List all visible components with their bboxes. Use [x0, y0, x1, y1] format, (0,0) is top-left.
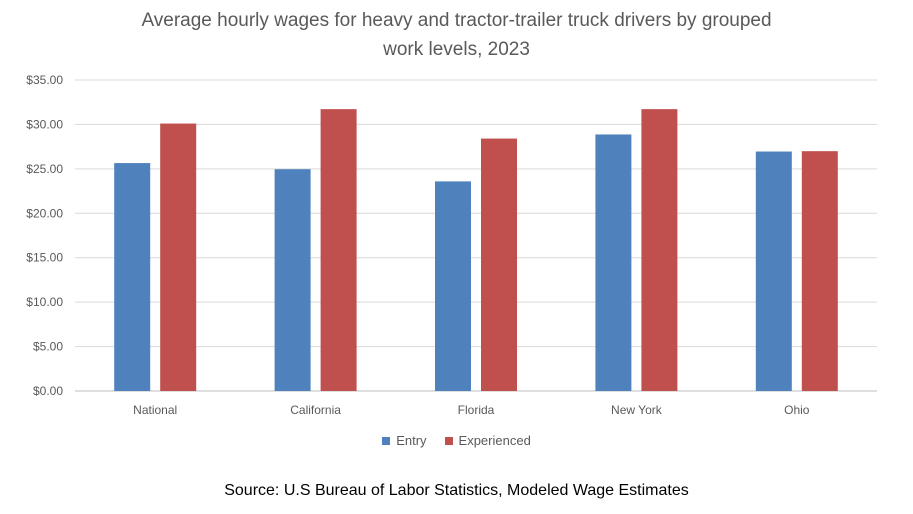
bar-experienced-new-york: [641, 109, 678, 391]
y-tick-label: $35.00: [26, 73, 63, 87]
chart-title-line-2: work levels, 2023: [383, 39, 530, 60]
bar-experienced-florida: [481, 138, 517, 391]
bar-entry-florida: [435, 181, 471, 391]
x-tick-label: California: [290, 403, 341, 417]
x-axis-labels: National California Florida New York Ohio: [133, 403, 810, 417]
chart-title-line-1: Average hourly wages for heavy and tract…: [141, 10, 772, 31]
legend-swatch-entry: [382, 436, 391, 445]
legend-label-entry: Entry: [396, 433, 427, 448]
legend-swatch-experienced: [444, 436, 453, 445]
bar-entry-national: [114, 163, 151, 391]
bar-experienced-california: [320, 109, 357, 391]
x-tick-label: Florida: [458, 403, 495, 417]
y-tick-label: $30.00: [26, 117, 63, 131]
legend-item-experienced: Experienced: [444, 433, 531, 448]
gridlines: [75, 79, 877, 392]
bar-entry-new-york: [595, 134, 632, 391]
bar-experienced-ohio: [801, 151, 838, 391]
legend-label-experienced: Experienced: [458, 433, 531, 448]
bar-experienced-national: [160, 123, 197, 391]
bar-entry-california: [274, 169, 311, 391]
x-tick-label: National: [133, 403, 177, 417]
chart-title: Average hourly wages for heavy and tract…: [0, 6, 913, 64]
legend: Entry Experienced: [0, 433, 913, 448]
y-tick-label: $10.00: [26, 295, 63, 309]
source-note: Source: U.S Bureau of Labor Statistics, …: [224, 482, 689, 499]
y-tick-label: $25.00: [26, 162, 63, 176]
bar-entry-ohio: [755, 151, 792, 391]
x-tick-label: New York: [611, 403, 663, 417]
legend-item-entry: Entry: [382, 433, 427, 448]
y-tick-label: $5.00: [33, 340, 63, 354]
y-tick-label: $20.00: [26, 206, 63, 220]
bars: [114, 109, 838, 391]
y-tick-label: $0.00: [33, 384, 63, 398]
x-tick-label: Ohio: [784, 403, 810, 417]
y-axis-labels: $0.00 $5.00 $10.00 $15.00 $20.00 $25.00 $30.00…: [26, 73, 63, 398]
y-tick-label: $15.00: [26, 251, 63, 265]
